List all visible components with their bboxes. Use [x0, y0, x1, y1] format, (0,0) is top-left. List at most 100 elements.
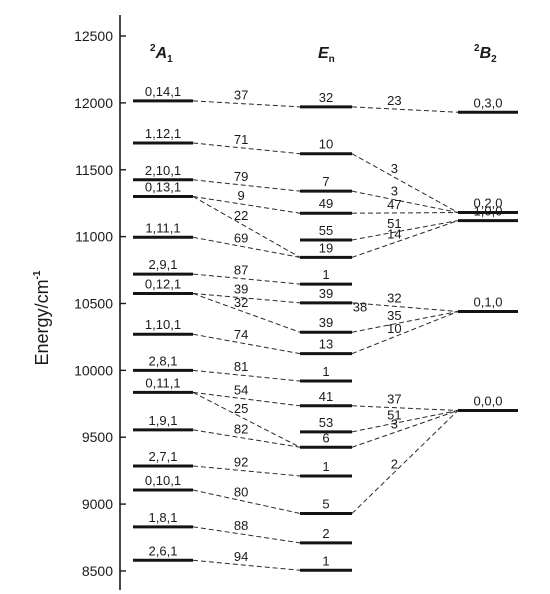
y-tick-label: 8500 — [82, 563, 113, 579]
transition-value: 69 — [234, 230, 248, 245]
transition-line — [351, 212, 459, 214]
transition-value: 81 — [234, 359, 248, 374]
transition-value: 74 — [234, 327, 248, 342]
transition-line — [351, 220, 459, 241]
middle-level-label: 5 — [322, 496, 329, 511]
transition-values: 3771799226987393274815425829280889423334… — [234, 88, 402, 564]
left-level-label: 2,8,1 — [149, 353, 178, 368]
middle-level-label: 1 — [322, 364, 329, 379]
transition-value: 47 — [387, 197, 401, 212]
y-tick-label: 12500 — [74, 28, 113, 44]
right-level-label: 0,0,0 — [474, 393, 503, 408]
middle-level-label: 49 — [319, 196, 333, 211]
transition-line — [192, 292, 301, 304]
middle-level-label: 6 — [322, 430, 329, 445]
transition-line — [192, 369, 301, 382]
left-level-label: 1,12,1 — [145, 126, 181, 141]
transition-line — [192, 179, 301, 192]
transition-value: 3 — [391, 417, 398, 432]
y-tick-label: 10500 — [74, 295, 113, 311]
transition-value: 32 — [387, 290, 401, 305]
transition-value: 3 — [391, 184, 398, 199]
transition-value: 51 — [387, 407, 401, 422]
transition-value: 14 — [387, 227, 401, 242]
transition-line — [192, 236, 301, 258]
transition-line — [351, 190, 459, 214]
transition-value: 9 — [238, 188, 245, 203]
left-level-label: 0,12,1 — [145, 276, 181, 291]
transition-line — [192, 333, 301, 355]
left-level-label: 2,7,1 — [149, 449, 178, 464]
y-tick-group: 8500 9000 9500 10000 10500 11000 11500 12000 125… — [74, 28, 126, 579]
transition-line — [351, 311, 459, 333]
middle-level-label: 53 — [319, 415, 333, 430]
right-level-label: 0,3,0 — [474, 95, 503, 110]
column-header-en: En — [318, 45, 335, 65]
transition-line — [351, 106, 459, 113]
column-header-a1: 2A1 — [150, 43, 173, 65]
transition-value: 39 — [234, 282, 248, 297]
transition-value: 87 — [234, 263, 248, 278]
transition-line — [192, 196, 301, 258]
transition-line — [192, 489, 301, 514]
middle-level-label: 10 — [319, 137, 333, 152]
transition-line — [351, 153, 459, 213]
transition-line — [351, 405, 459, 411]
transition-line — [351, 311, 459, 355]
transition-value: 25 — [234, 401, 248, 416]
middle-level-label: 2 — [322, 526, 329, 541]
middle-level-label: 1 — [322, 553, 329, 568]
transition-lines — [192, 100, 459, 571]
y-axis-label: Energy/cm-1 — [32, 270, 52, 365]
transition-line — [192, 465, 301, 477]
transition-value: 82 — [234, 422, 248, 437]
transition-value: 94 — [234, 549, 248, 564]
right-level-label: 0,2,0 — [474, 196, 503, 211]
transition-line — [351, 410, 459, 514]
transition-line — [192, 391, 301, 448]
middle-level-label: 32 — [319, 90, 333, 105]
transition-value: 37 — [387, 392, 401, 407]
left-level-label: 1,9,1 — [149, 413, 178, 428]
middle-level-label: 19 — [319, 240, 333, 255]
transition-value: 54 — [234, 382, 248, 397]
transition-value: 71 — [234, 132, 248, 147]
transition-value: 35 — [387, 308, 401, 323]
middle-level-label: 1 — [322, 267, 329, 282]
transition-value: 38 — [353, 299, 367, 314]
left-level-label: 2,9,1 — [149, 257, 178, 272]
y-tick-label: 9000 — [82, 496, 113, 512]
transition-value: 79 — [234, 169, 248, 184]
middle-level-label: 1 — [322, 459, 329, 474]
left-level-label: 1,11,1 — [145, 220, 180, 235]
transition-value: 32 — [234, 295, 248, 310]
transition-line — [192, 196, 301, 214]
middle-level-label: 7 — [322, 174, 329, 189]
left-level-label: 0,14,1 — [145, 84, 181, 99]
transition-value: 3 — [391, 161, 398, 176]
transition-line — [192, 100, 301, 108]
left-level-label: 0,10,1 — [145, 473, 181, 488]
y-tick-label: 11000 — [75, 229, 113, 245]
energy-levels: 0,14,1 1,12,1 2,10,1 0,13,1 1,11,1 2,9,1 0,12,… — [133, 84, 518, 572]
middle-level-label: 39 — [319, 315, 333, 330]
column-header-b2: 2B2 — [474, 43, 497, 65]
transition-value: 2 — [391, 456, 398, 471]
transition-value: 51 — [387, 216, 401, 231]
left-level-label: 0,11,1 — [145, 375, 180, 390]
middle-level-label: 41 — [319, 389, 333, 404]
y-tick-label: 11500 — [75, 162, 113, 178]
transition-line — [192, 429, 301, 448]
left-level-label: 1,8,1 — [149, 510, 178, 525]
transition-value: 22 — [234, 208, 248, 223]
transition-value: 88 — [234, 518, 248, 533]
transition-value: 80 — [234, 485, 248, 500]
transition-line — [192, 273, 301, 285]
transition-line — [351, 409, 459, 433]
transition-line — [351, 302, 459, 313]
transition-line — [192, 292, 301, 333]
y-tick-label: 9500 — [82, 429, 113, 445]
middle-level-label: 13 — [319, 337, 333, 352]
transition-line — [192, 559, 301, 571]
